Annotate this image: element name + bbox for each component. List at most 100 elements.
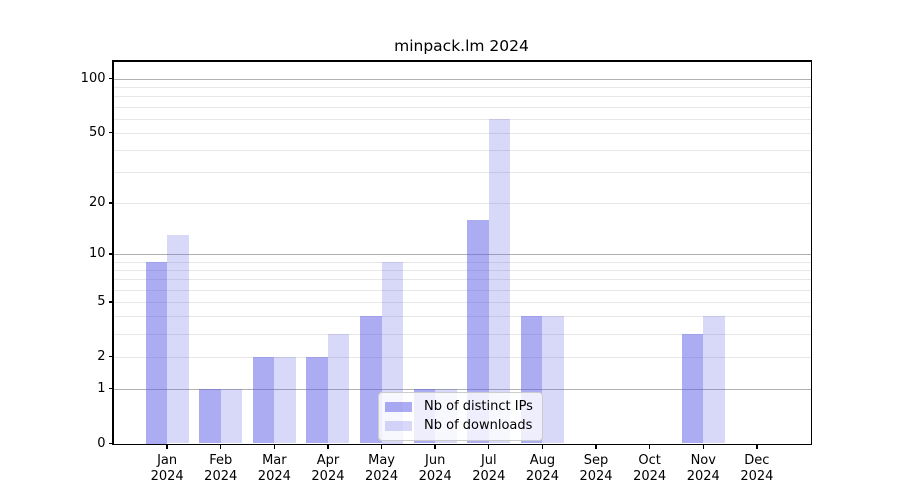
x-tick-label-sep: Sep 2024	[560, 453, 632, 486]
x-tick-year: 2024	[311, 469, 345, 484]
gridline-minor-90	[113, 86, 811, 88]
bar-distinct-ips-mar	[252, 356, 275, 444]
bar-downloads-aug	[542, 316, 564, 444]
plot-area: 0 1 2 5 10 20 50 100 Jan 2024 Feb 2024 Mar 2024 Apr 202…	[81, 60, 812, 484]
bar-distinct-ips-apr	[306, 356, 328, 444]
x-tick-label-jun: Jun 2024	[399, 453, 471, 486]
x-tick-year: 2024	[740, 469, 774, 484]
x-tick-month: May	[368, 452, 395, 468]
bar-distinct-ips-may	[360, 316, 382, 444]
y-tick-50	[109, 132, 114, 134]
gridline-minor-8	[113, 269, 811, 271]
x-tick-year: 2024	[365, 469, 399, 484]
x-tick-label-aug: Aug 2024	[506, 453, 578, 486]
x-tick-month: Jan	[157, 452, 178, 468]
x-tick-month: Apr	[316, 452, 340, 468]
x-tick-may	[380, 444, 383, 450]
x-tick-apr	[327, 444, 329, 450]
y-tick-label-0: 0	[97, 436, 106, 451]
gridline-minor-30	[113, 172, 811, 174]
bar-downloads-mar	[274, 356, 296, 444]
x-tick-label-dec: Dec 2024	[721, 453, 793, 486]
x-tick-month: Sep	[583, 452, 609, 468]
right-spine	[810, 60, 812, 445]
gridline-minor-4	[113, 316, 811, 318]
legend-swatch-downloads	[385, 420, 412, 431]
x-tick-year: 2024	[150, 469, 184, 484]
gridline-minor-5	[113, 301, 811, 303]
y-tick-1	[109, 388, 114, 390]
gridline-major-100	[113, 78, 811, 80]
x-tick-year: 2024	[525, 469, 559, 484]
left-spine	[112, 60, 114, 445]
bar-downloads-jan	[167, 234, 189, 444]
gridline-major-1	[113, 388, 811, 390]
y-tick-10	[109, 253, 114, 255]
x-tick-nov	[702, 444, 704, 450]
gridline-minor-9	[113, 261, 811, 263]
legend-label-distinct-ips: Nb of distinct IPs	[424, 399, 533, 414]
y-tick-label-50: 50	[88, 125, 106, 141]
legend-item-downloads: Nb of downloads	[385, 416, 533, 435]
gridline-minor-7	[113, 279, 811, 281]
y-tick-label-10: 10	[88, 246, 106, 262]
bar-distinct-ips-nov	[681, 333, 704, 444]
x-tick-year: 2024	[633, 469, 667, 484]
x-tick-year: 2024	[579, 469, 613, 484]
x-tick-label-feb: Feb 2024	[185, 453, 257, 486]
y-tick-100	[109, 78, 114, 80]
x-tick-jan	[166, 444, 168, 450]
y-tick-label-100: 100	[80, 71, 106, 87]
gridline-minor-6	[113, 289, 811, 291]
x-tick-feb	[220, 444, 222, 450]
legend-label-downloads: Nb of downloads	[424, 418, 533, 433]
x-tick-jun	[434, 444, 436, 450]
y-tick-0	[109, 442, 114, 445]
y-tick-20	[109, 202, 114, 204]
y-tick-label-20: 20	[88, 195, 106, 211]
gridline-minor-40	[113, 149, 811, 151]
x-tick-label-oct: Oct 2024	[614, 453, 686, 486]
x-tick-label-apr: Apr 2024	[292, 453, 364, 486]
x-tick-month: Mar	[262, 452, 287, 468]
gridline-minor-60	[113, 118, 811, 120]
gridline-minor-70	[113, 106, 811, 108]
x-tick-dec	[756, 444, 758, 450]
x-tick-year: 2024	[472, 469, 506, 484]
x-tick-year: 2024	[686, 469, 720, 484]
x-tick-year: 2024	[257, 469, 291, 484]
bar-downloads-apr	[327, 333, 350, 444]
x-tick-month: Dec	[744, 452, 770, 468]
top-spine	[112, 60, 812, 62]
x-tick-month: Feb	[209, 452, 233, 468]
bar-downloads-jul	[488, 118, 511, 444]
y-tick-5	[109, 301, 114, 303]
x-tick-label-mar: Mar 2024	[238, 453, 310, 486]
y-tick-label-5: 5	[97, 294, 106, 310]
x-tick-oct	[648, 444, 651, 450]
bar-downloads-nov	[703, 316, 725, 444]
x-tick-month: Oct	[638, 452, 661, 468]
legend: Nb of distinct IPs Nb of downloads	[378, 392, 543, 441]
x-tick-mar	[273, 444, 276, 450]
bottom-spine	[112, 443, 812, 445]
x-tick-month: Nov	[690, 452, 716, 468]
x-tick-label-jan: Jan 2024	[131, 453, 203, 486]
bar-distinct-ips-jan	[145, 261, 168, 444]
x-tick-year: 2024	[418, 469, 452, 484]
chart-title: minpack.lm 2024	[394, 37, 529, 55]
legend-swatch-distinct-ips	[385, 401, 412, 412]
y-tick-label-1: 1	[97, 381, 106, 397]
gridline-major-10	[113, 253, 811, 255]
bar-distinct-ips-jul	[467, 219, 489, 444]
gridline-minor-20	[113, 202, 811, 204]
x-tick-label-may: May 2024	[346, 453, 418, 486]
x-tick-month: Aug	[529, 452, 556, 468]
y-tick-2	[109, 355, 114, 358]
gridline-minor-50	[113, 132, 811, 134]
x-tick-jul	[488, 444, 490, 450]
x-tick-month: Jul	[480, 452, 497, 468]
bar-distinct-ips-feb	[199, 388, 221, 444]
gridline-minor-80	[113, 96, 811, 98]
y-tick-label-2: 2	[97, 349, 106, 365]
